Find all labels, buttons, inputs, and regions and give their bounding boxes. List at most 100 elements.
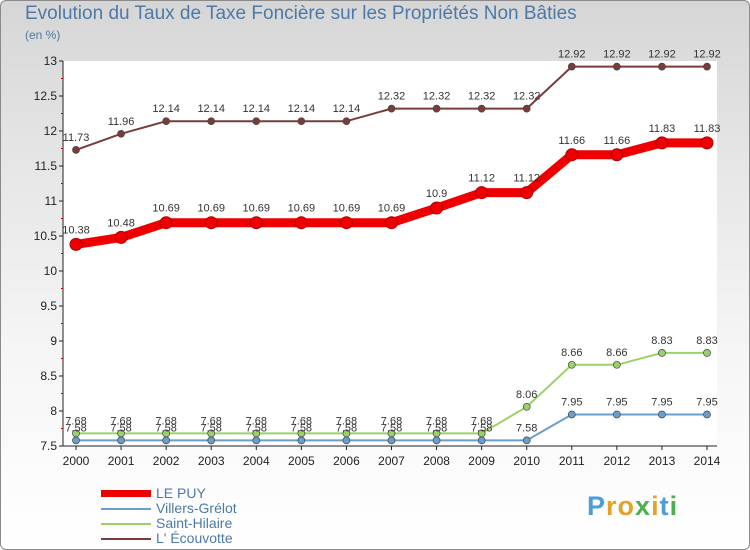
legend-label: L' Écouvotte [156,530,233,546]
data-point [114,230,128,244]
legend-label: LE PUY [156,485,206,501]
data-label: 8.06 [516,389,537,401]
data-label: 12.92 [603,49,631,61]
y-tick-label: 8 [50,404,57,418]
legend-item-villers-grelot[interactable]: Villers-Grélot [101,500,361,516]
data-label: 11.66 [603,135,630,147]
x-tick-label: 2006 [333,454,360,468]
x-tick-label: 2004 [243,454,270,468]
data-label: 11.12 [468,173,495,185]
data-label: 7.68 [201,415,222,427]
data-label: 11.83 [694,123,721,135]
data-label: 7.58 [336,422,357,434]
data-label: 12.32 [423,91,451,103]
data-point [522,402,531,411]
data-label: 10.69 [288,203,316,215]
data-point [432,436,441,445]
data-label: 11.66 [558,135,585,147]
logo-letter: t [659,491,670,521]
data-point [387,104,396,113]
data-point [204,216,218,230]
legend-swatch [101,538,151,540]
data-point [703,349,711,357]
data-point [297,117,306,126]
data-label: 7.68 [155,415,176,427]
data-label: 10.69 [378,203,406,215]
data-label: 7.95 [561,397,582,409]
data-label: 10.48 [107,217,135,229]
logo-letter: i [669,491,679,521]
data-label: 12.32 [468,91,496,103]
logo-letter: P [587,491,607,521]
data-point [159,216,173,230]
y-tick-label: 10.5 [34,229,58,243]
data-label: 7.68 [426,415,447,427]
plot-area [63,61,717,446]
data-label: 11.12 [513,173,540,185]
x-tick-label: 2007 [378,454,405,468]
x-tick-label: 2000 [63,454,90,468]
x-tick-label: 2002 [153,454,180,468]
legend-swatch [101,508,151,510]
data-label: 7.95 [606,397,627,409]
data-point [342,117,351,126]
legend-swatch [101,490,151,497]
x-tick-label: 2011 [559,454,585,468]
data-point [658,62,666,71]
data-point [252,436,261,445]
data-point [162,436,170,445]
logo-letter: r [606,491,618,521]
data-label: 10.69 [243,203,271,215]
data-point [432,104,441,113]
data-label: 12.92 [558,49,586,61]
data-point [522,104,531,113]
logo-letter: o [617,491,636,521]
data-point [162,117,170,126]
legend: LE PUY Villers-Grélot Saint-Hilaire L' É… [101,485,361,546]
legend-item-l-ecouvotte[interactable]: L' Écouvotte [101,530,361,546]
data-label: 7.68 [381,415,402,427]
y-tick-label: 9 [50,334,57,348]
y-tick-label: 8.5 [40,369,57,383]
data-point [658,349,666,357]
data-point [207,117,216,126]
x-tick-label: 2005 [288,454,315,468]
y-tick-label: 10 [44,264,58,278]
logo-letter: x [635,491,652,521]
data-label: 7.58 [516,422,537,434]
data-point [342,436,351,445]
data-label: 12.92 [648,49,676,61]
x-tick-label: 2010 [513,454,540,468]
data-point [387,436,396,445]
data-label: 7.58 [426,422,447,434]
data-point [567,410,576,419]
data-point [567,360,576,369]
data-label: 8.83 [651,335,672,347]
legend-item-saint-hilaire[interactable]: Saint-Hilaire [101,515,361,531]
data-point [477,104,486,113]
data-label: 12.14 [152,103,180,115]
data-label: 12.14 [197,103,225,115]
data-label: 7.68 [110,415,131,427]
data-label: 10.38 [62,224,90,236]
data-label: 7.68 [471,415,492,427]
legend-label: Villers-Grélot [156,500,237,516]
data-point [522,436,531,445]
y-tick-label: 12 [44,124,58,138]
legend-item-le-puy[interactable]: LE PUY [101,485,361,501]
data-point [477,436,486,445]
data-label: 12.32 [378,91,406,103]
data-point [297,436,306,445]
data-label: 7.58 [155,422,176,434]
data-point [475,186,489,200]
x-tick-label: 2013 [649,454,676,468]
data-point [252,117,261,126]
y-tick-label: 13 [44,54,58,68]
data-point [658,410,666,419]
x-tick-label: 2012 [604,454,631,468]
data-label: 12.92 [693,49,721,61]
proxiti-logo: Proxiti [587,491,678,522]
data-label: 7.58 [110,422,131,434]
x-tick-label: 2009 [468,454,495,468]
